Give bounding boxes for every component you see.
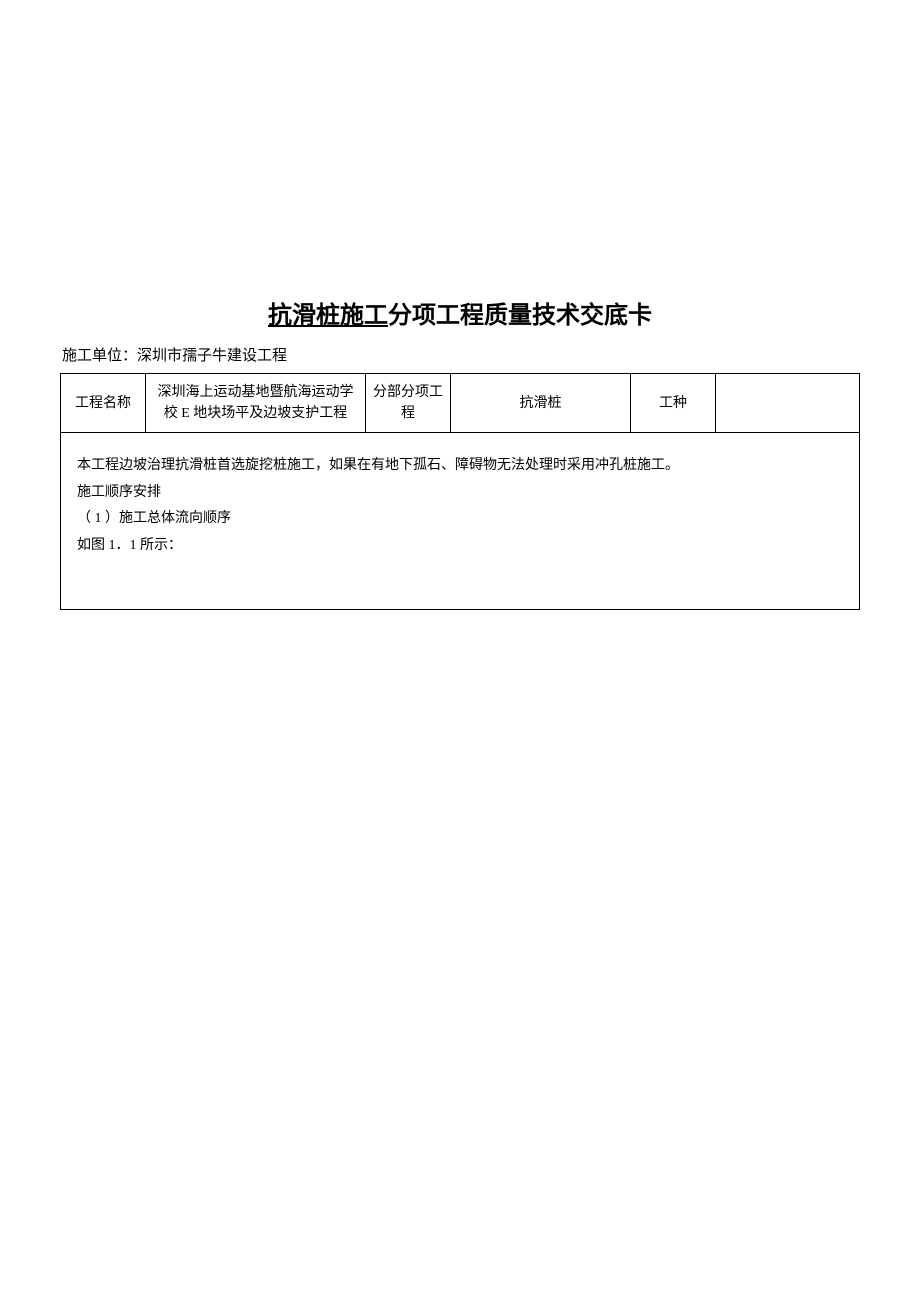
content-line4: 如图 1．1 所示：: [77, 533, 843, 560]
content-line2: 施工顺序安排: [77, 480, 843, 507]
work-type-value: [716, 374, 860, 433]
project-name-value: 深圳海上运动基地暨航海运动学 校 E 地块场平及边坡支护工程: [146, 374, 366, 433]
construction-unit: 施工单位：深圳市孺子牛建设工程: [60, 344, 860, 365]
content-line1: 本工程边坡治理抗滑桩首选旋挖桩施工，如果在有地下孤石、障碍物无法处理时采用冲孔桩…: [77, 453, 843, 480]
sub-project-line1: 分部分项工: [373, 385, 443, 400]
project-name-label: 工程名称: [61, 374, 146, 433]
title-rest: 分项工程质量技术交底卡: [388, 302, 652, 329]
content-cell: 本工程边坡治理抗滑桩首选旋挖桩施工，如果在有地下孤石、障碍物无法处理时采用冲孔桩…: [61, 433, 860, 610]
project-name-line2: 校 E 地块场平及边坡支护工程: [164, 406, 348, 421]
work-type-label: 工种: [631, 374, 716, 433]
project-name-line1: 深圳海上运动基地暨航海运动学: [158, 385, 354, 400]
table-header-row: 工程名称 深圳海上运动基地暨航海运动学 校 E 地块场平及边坡支护工程 分部分项…: [61, 374, 860, 433]
sub-project-line2: 程: [401, 406, 415, 421]
info-table: 工程名称 深圳海上运动基地暨航海运动学 校 E 地块场平及边坡支护工程 分部分项…: [60, 373, 860, 610]
table-content-row: 本工程边坡治理抗滑桩首选旋挖桩施工，如果在有地下孤石、障碍物无法处理时采用冲孔桩…: [61, 433, 860, 610]
sub-project-label: 分部分项工 程: [366, 374, 451, 433]
title-underlined: 抗滑桩施工: [268, 302, 388, 329]
document-page: 抗滑桩施工分项工程质量技术交底卡 施工单位：深圳市孺子牛建设工程 工程名称 深圳…: [0, 0, 920, 610]
unit-label: 施工单位：: [62, 348, 137, 364]
sub-project-value: 抗滑桩: [451, 374, 631, 433]
unit-value: 深圳市孺子牛建设工程: [137, 348, 287, 364]
content-line3: （ 1 ）施工总体流向顺序: [77, 506, 843, 533]
document-title: 抗滑桩施工分项工程质量技术交底卡: [60, 295, 860, 330]
